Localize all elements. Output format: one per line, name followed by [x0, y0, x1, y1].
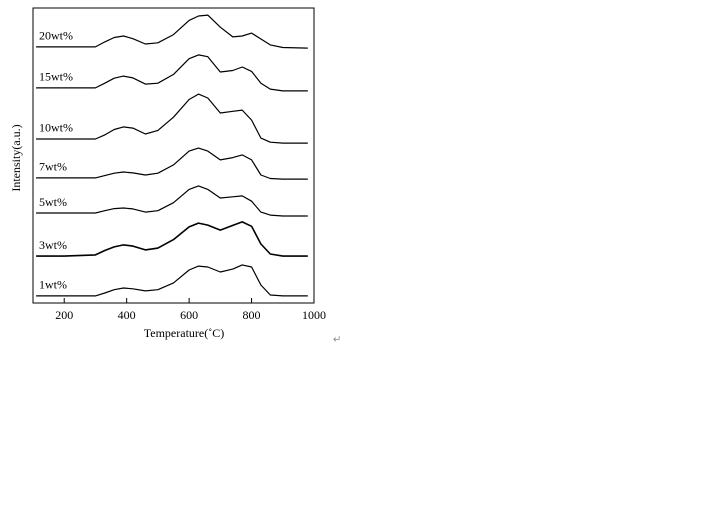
series-line [36, 185, 308, 217]
series-label: 7wt% [39, 160, 67, 174]
x-tick-label: 400 [118, 308, 136, 322]
x-tick-label: 800 [243, 308, 261, 322]
series-label: 10wt% [39, 121, 73, 135]
series-label: 15wt% [39, 70, 73, 84]
series-label: 20wt% [39, 29, 73, 43]
series-line [36, 14, 308, 49]
x-tick-label: 1000 [302, 308, 326, 322]
plot-frame [32, 7, 315, 304]
series-line [36, 93, 308, 144]
x-tick-label: 200 [55, 308, 73, 322]
paragraph-mark: ↵ [333, 334, 341, 345]
series-line [36, 221, 308, 257]
series-line [36, 264, 308, 297]
x-tick-label: 600 [180, 308, 198, 322]
series-label: 3wt% [39, 238, 67, 252]
series-label: 5wt% [39, 195, 67, 209]
series-line [36, 54, 308, 92]
series-label: 1wt% [39, 278, 67, 292]
y-axis-label: Intensity(a.u.) [9, 124, 23, 191]
x-axis-label: Temperature(˚C) [144, 326, 224, 340]
series-line [36, 147, 308, 180]
